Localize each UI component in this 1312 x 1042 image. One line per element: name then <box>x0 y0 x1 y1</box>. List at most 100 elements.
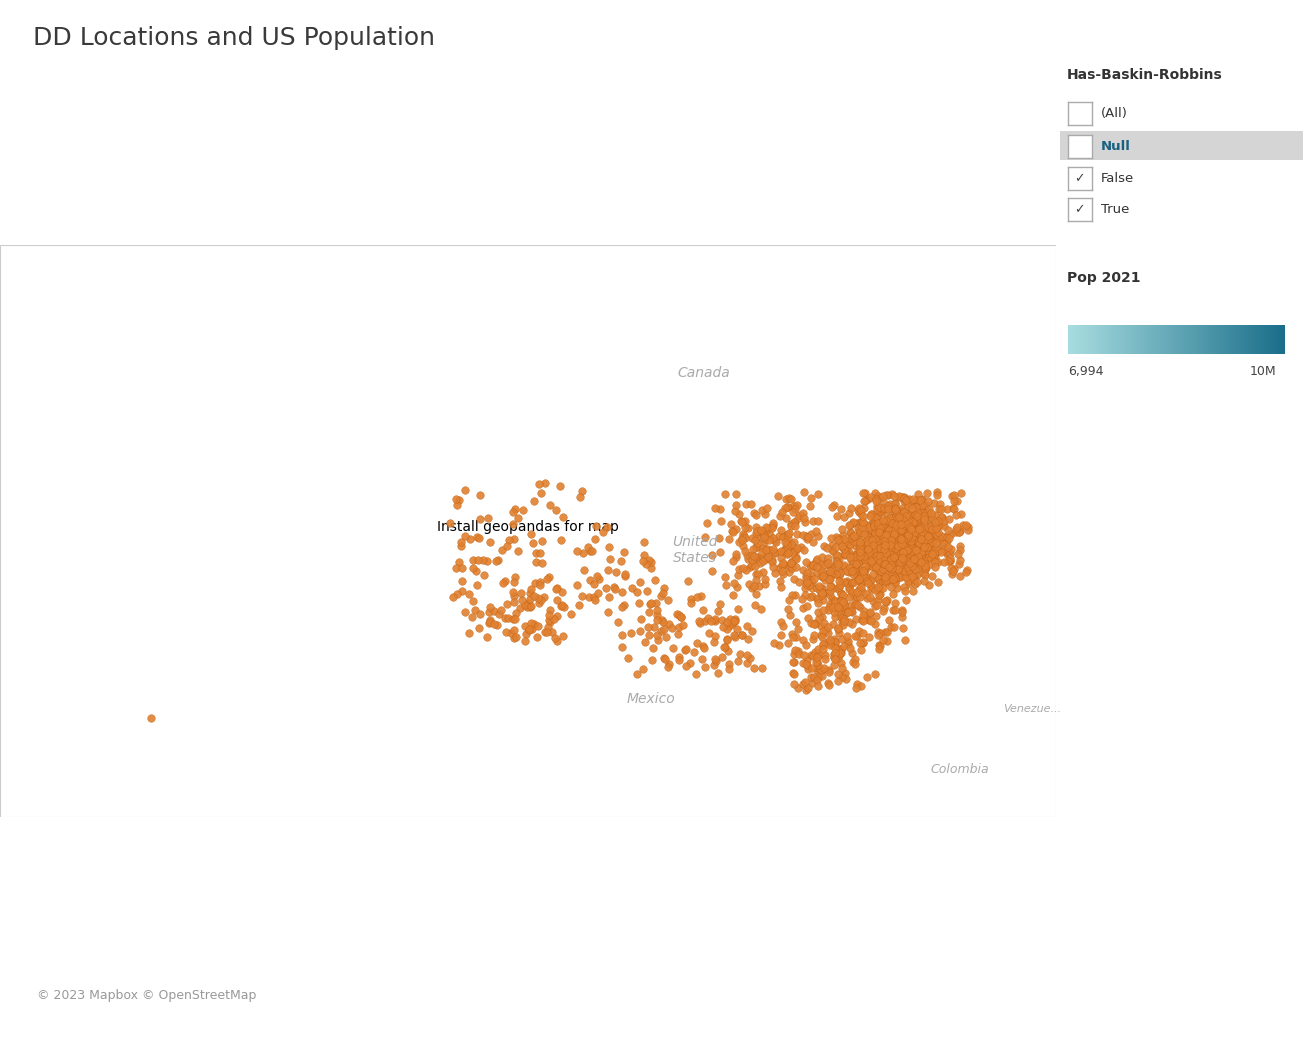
Point <box>499 531 520 548</box>
Point <box>504 573 525 590</box>
Point <box>861 572 882 589</box>
Point <box>830 586 851 602</box>
Point <box>715 569 736 586</box>
Point <box>794 483 815 500</box>
Point <box>771 503 792 520</box>
Point <box>753 552 774 569</box>
Point <box>870 574 891 591</box>
Point <box>897 535 918 551</box>
Point <box>845 628 866 645</box>
Point <box>787 643 808 660</box>
Point <box>850 538 871 554</box>
Point <box>928 529 949 546</box>
Point <box>905 518 926 535</box>
Point <box>842 573 863 590</box>
Point <box>643 640 664 656</box>
Point <box>834 546 855 563</box>
Point <box>808 646 829 663</box>
Point <box>893 538 914 554</box>
Point <box>851 552 872 569</box>
Point <box>824 560 845 576</box>
Point <box>752 564 773 580</box>
Point <box>890 508 911 525</box>
Point <box>705 628 726 645</box>
Point <box>813 660 834 676</box>
Point <box>514 632 535 649</box>
Point <box>703 656 724 673</box>
Point <box>867 532 888 549</box>
Point <box>527 590 548 606</box>
Point <box>900 515 921 531</box>
Point <box>778 524 799 541</box>
Point <box>698 610 719 626</box>
Point <box>861 525 882 542</box>
Point <box>855 569 876 586</box>
Point <box>531 554 552 571</box>
Point <box>830 609 851 625</box>
Point <box>943 563 964 579</box>
Point <box>869 579 890 596</box>
Point <box>614 568 635 585</box>
Point <box>836 604 857 621</box>
Point <box>870 516 891 532</box>
Point <box>462 610 483 626</box>
Point <box>690 615 711 631</box>
Point <box>821 499 842 516</box>
Point <box>942 488 963 504</box>
Point <box>806 564 827 580</box>
Point <box>775 539 796 555</box>
Point <box>863 512 884 528</box>
Point <box>744 578 765 595</box>
Point <box>617 650 638 667</box>
Point <box>950 542 971 559</box>
Point <box>907 503 928 520</box>
Point <box>871 518 892 535</box>
Point <box>778 600 799 617</box>
Point <box>539 614 560 630</box>
Point <box>834 665 855 681</box>
Point <box>955 564 976 580</box>
Point <box>932 516 953 532</box>
Point <box>828 531 849 548</box>
Point <box>912 497 933 514</box>
Point <box>803 513 824 529</box>
Point <box>892 610 913 626</box>
Point <box>795 587 816 603</box>
Point <box>849 514 870 530</box>
Point <box>874 565 895 581</box>
Point <box>897 528 918 545</box>
Point <box>812 609 833 625</box>
Point <box>896 507 917 524</box>
Point <box>838 544 859 561</box>
Point <box>691 650 712 667</box>
Point <box>947 546 968 563</box>
Point <box>525 544 546 561</box>
Point <box>829 593 850 610</box>
Point <box>854 564 875 580</box>
Point <box>842 528 863 545</box>
Point <box>710 543 731 560</box>
Point <box>761 519 782 536</box>
Point <box>866 513 887 529</box>
Point <box>865 521 886 538</box>
Point <box>892 544 913 561</box>
Point <box>724 613 745 629</box>
Point <box>806 522 827 539</box>
Point <box>908 534 929 550</box>
Point <box>825 539 846 555</box>
Point <box>800 567 821 584</box>
Point <box>521 615 542 631</box>
Point <box>808 610 829 626</box>
Text: Install geopandas for map: Install geopandas for map <box>437 520 619 535</box>
Point <box>830 641 851 658</box>
Point <box>467 576 488 593</box>
Point <box>903 537 924 553</box>
Point <box>750 544 771 561</box>
Point <box>914 555 935 572</box>
Point <box>876 528 897 545</box>
Point <box>544 611 565 627</box>
Point <box>874 522 895 539</box>
Point <box>865 485 886 501</box>
Point <box>887 527 908 544</box>
Point <box>913 572 934 589</box>
